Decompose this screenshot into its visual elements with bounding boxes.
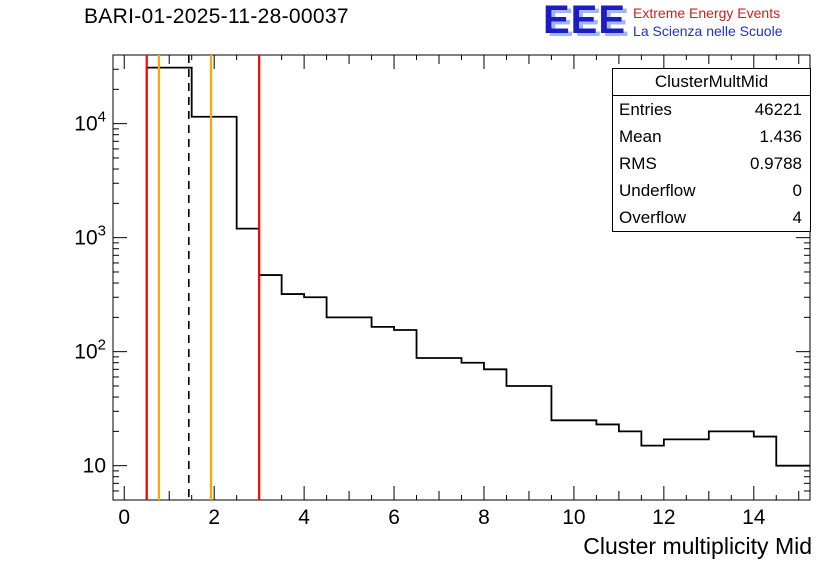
stats-label: Entries xyxy=(619,100,672,119)
eee-logo-acronym: EEE xyxy=(543,0,627,42)
y-tick-label: 104 xyxy=(74,109,106,136)
stats-value: 46221 xyxy=(754,100,802,119)
stats-row-underflow: Underflow 0 xyxy=(613,177,810,204)
y-tick-label: 102 xyxy=(74,337,106,364)
stats-box: ClusterMultMid Entries 46221 Mean 1.436 … xyxy=(612,68,811,232)
x-tick-label: 10 xyxy=(562,506,585,529)
stats-label: RMS xyxy=(619,154,657,173)
eee-logo-text: Extreme Energy Events La Scienza nelle S… xyxy=(633,1,782,40)
stats-value: 4 xyxy=(792,208,802,227)
stats-box-title: ClusterMultMid xyxy=(613,69,810,96)
x-tick-label: 6 xyxy=(388,506,400,529)
eee-logo-subtitle-en: Extreme Energy Events xyxy=(633,5,781,21)
x-axis-title: Cluster multiplicity Mid xyxy=(583,533,812,559)
x-tick-label: 2 xyxy=(208,506,220,529)
stats-row-mean: Mean 1.436 xyxy=(613,123,810,150)
x-tick-label: 0 xyxy=(118,506,130,529)
eee-logo: EEE Extreme Energy Events La Scienza nel… xyxy=(543,0,782,42)
eee-logo-subtitle-it: La Scienza nelle Scuole xyxy=(633,23,783,40)
y-tick-label: 103 xyxy=(74,223,106,250)
x-tick-label: 4 xyxy=(298,506,310,529)
stats-value: 1.436 xyxy=(759,127,802,146)
stats-row-entries: Entries 46221 xyxy=(613,96,810,123)
stats-label: Underflow xyxy=(619,181,696,200)
stats-value: 0.9788 xyxy=(750,154,802,173)
x-tick-label: 12 xyxy=(652,506,675,529)
stats-value: 0 xyxy=(792,181,802,200)
stats-label: Overflow xyxy=(619,208,687,227)
y-tick-label: 10 xyxy=(83,455,106,478)
x-tick-label: 14 xyxy=(742,506,766,529)
stats-row-rms: RMS 0.9788 xyxy=(613,150,810,177)
stats-row-overflow: Overflow 4 xyxy=(613,204,810,231)
plot-title: BARI-01-2025-11-28-00037 xyxy=(84,5,349,28)
x-tick-label: 8 xyxy=(478,506,490,529)
stats-label: Mean xyxy=(619,127,662,146)
